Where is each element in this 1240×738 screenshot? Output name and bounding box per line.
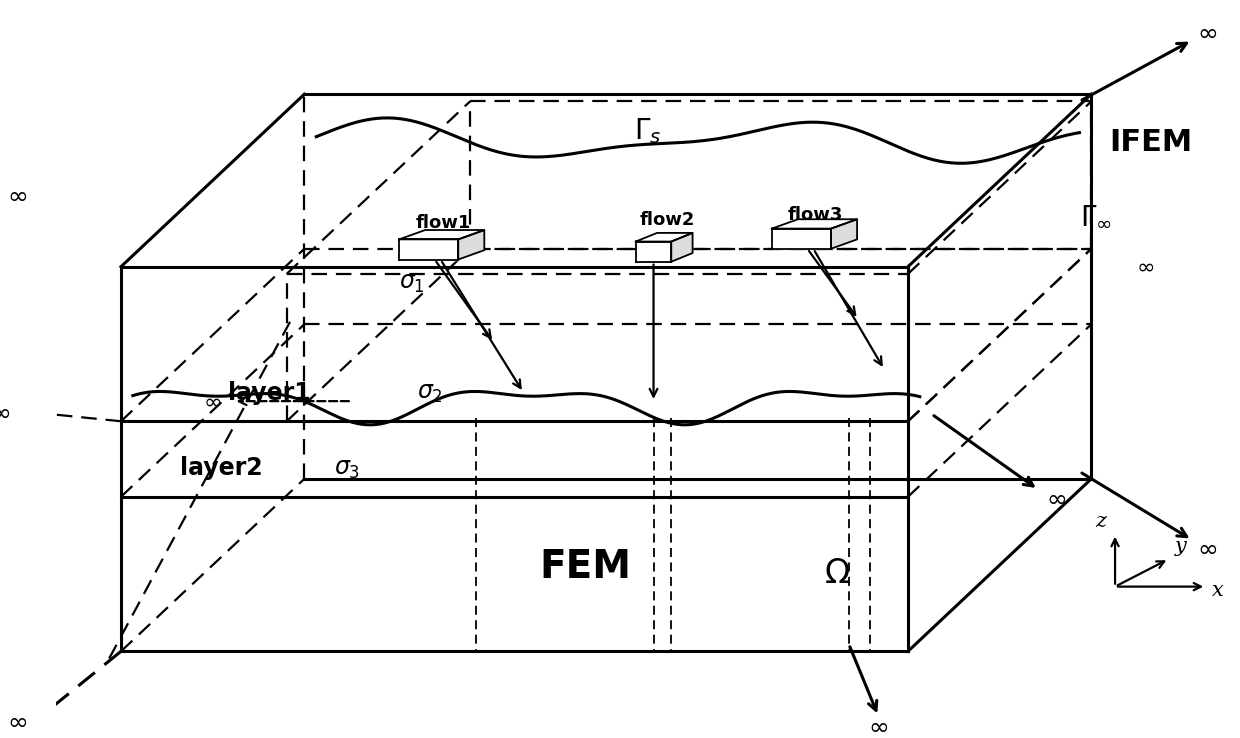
Text: $\infty$: $\infty$ — [1198, 21, 1218, 45]
Text: $\infty$: $\infty$ — [6, 184, 27, 208]
Polygon shape — [771, 219, 857, 229]
Text: flow1: flow1 — [415, 214, 470, 232]
Polygon shape — [636, 241, 671, 262]
Text: z: z — [1095, 512, 1106, 531]
Text: IFEM: IFEM — [1109, 128, 1193, 157]
Text: $\infty$: $\infty$ — [868, 715, 888, 738]
Text: FEM: FEM — [539, 548, 631, 586]
Text: flow2: flow2 — [640, 210, 696, 229]
Text: y: y — [1174, 537, 1187, 556]
Text: $\Gamma_\infty$: $\Gamma_\infty$ — [1080, 203, 1111, 230]
Text: $\infty$: $\infty$ — [1198, 537, 1218, 561]
Text: layer2: layer2 — [180, 456, 263, 480]
Text: layer1: layer1 — [227, 381, 310, 404]
Text: flow3: flow3 — [787, 206, 843, 224]
Polygon shape — [831, 219, 857, 249]
Text: $\Gamma_s$: $\Gamma_s$ — [634, 116, 661, 145]
Polygon shape — [399, 230, 485, 239]
Polygon shape — [671, 233, 693, 262]
Text: $\Omega$: $\Omega$ — [823, 558, 851, 590]
Text: $\sigma_3$: $\sigma_3$ — [334, 458, 360, 481]
Polygon shape — [399, 239, 459, 260]
Text: $\infty$: $\infty$ — [0, 401, 10, 424]
Text: $\infty$: $\infty$ — [6, 710, 27, 734]
Text: $\sigma_1$: $\sigma_1$ — [399, 272, 425, 295]
Text: $\infty$: $\infty$ — [1136, 255, 1153, 277]
Text: $\infty$: $\infty$ — [1045, 487, 1066, 511]
Polygon shape — [771, 229, 831, 249]
Polygon shape — [459, 230, 485, 260]
Text: x: x — [1211, 581, 1224, 600]
Text: $\sigma_2$: $\sigma_2$ — [417, 382, 443, 405]
Text: $\infty$: $\infty$ — [203, 390, 221, 412]
Polygon shape — [636, 233, 693, 241]
